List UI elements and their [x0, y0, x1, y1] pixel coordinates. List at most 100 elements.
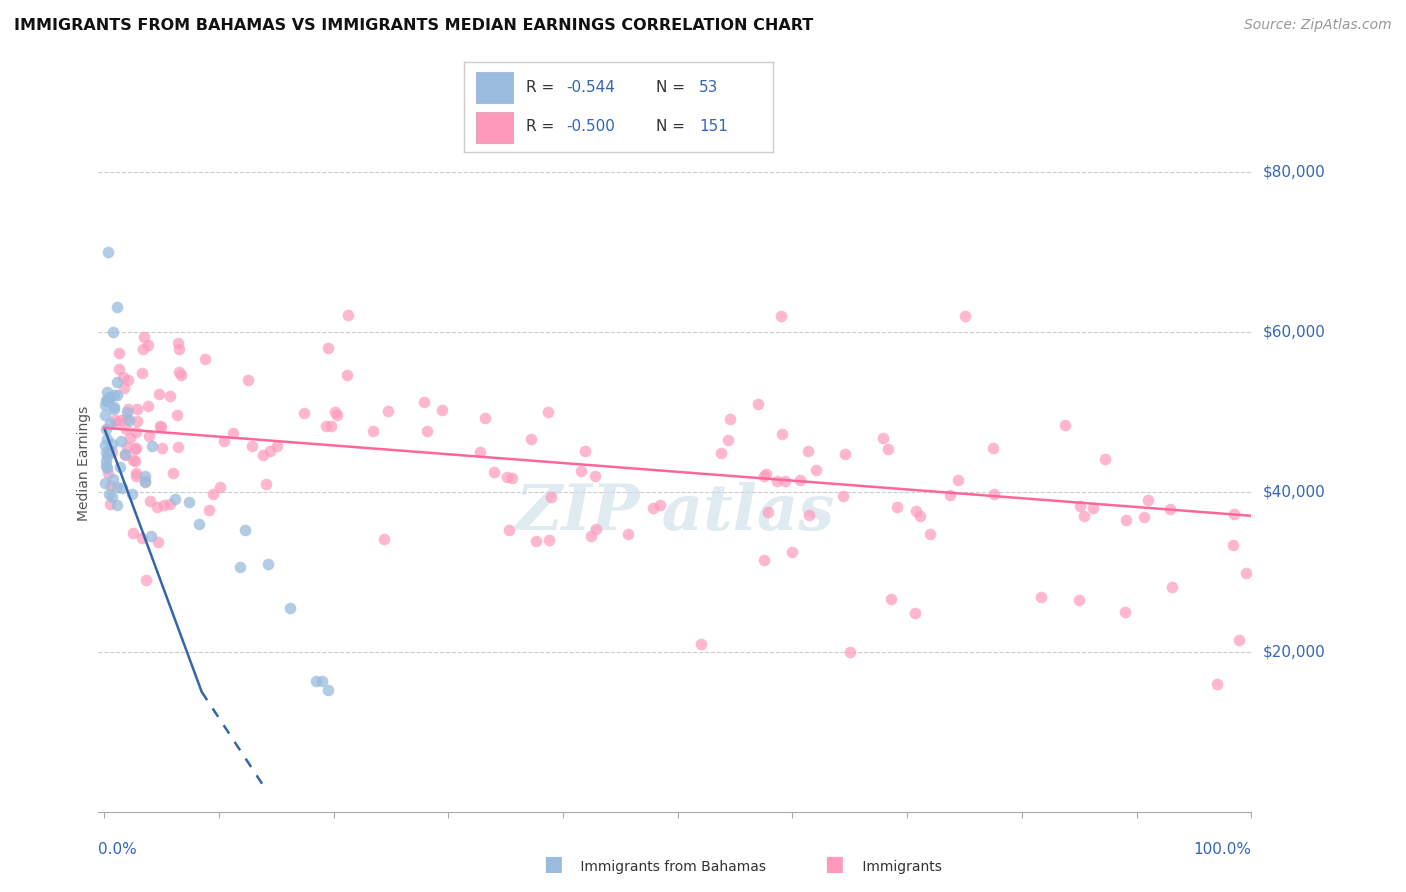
- Point: [139, 494, 162, 508]
- Point: [710, 446, 733, 460]
- Point: [770, 426, 793, 441]
- Point: [150, 442, 173, 456]
- Point: [474, 411, 496, 425]
- Point: [159, 497, 181, 511]
- Point: [221, 425, 243, 440]
- Text: N =: N =: [655, 80, 689, 95]
- Point: [148, 387, 170, 401]
- Point: [201, 487, 224, 501]
- Point: [939, 488, 962, 502]
- Point: [305, 674, 328, 689]
- Point: [789, 473, 811, 487]
- Point: [96, 445, 118, 459]
- Point: [315, 419, 337, 434]
- Point: [524, 533, 547, 548]
- Point: [101, 436, 124, 450]
- Point: [1073, 508, 1095, 523]
- Point: [501, 471, 523, 485]
- Point: [111, 482, 134, 496]
- Point: [108, 346, 131, 360]
- Point: [569, 464, 592, 478]
- Point: [97, 392, 120, 407]
- Point: [252, 448, 274, 462]
- Point: [538, 533, 561, 547]
- Point: [1222, 508, 1244, 522]
- Point: [765, 475, 787, 489]
- Point: [886, 500, 908, 514]
- Point: [918, 526, 941, 541]
- Point: [953, 309, 976, 323]
- Point: [1137, 493, 1160, 508]
- Point: [752, 553, 775, 567]
- Point: [240, 439, 263, 453]
- Point: [96, 459, 118, 474]
- Point: [153, 498, 176, 512]
- Point: [148, 535, 170, 549]
- Point: [112, 381, 135, 395]
- Point: [212, 434, 235, 449]
- Point: [292, 406, 315, 420]
- Point: [166, 440, 188, 454]
- Point: [1227, 633, 1250, 648]
- Point: [105, 375, 128, 389]
- Point: [104, 412, 127, 426]
- Point: [416, 425, 439, 439]
- Point: [110, 413, 132, 427]
- Point: [1067, 593, 1090, 607]
- Point: [117, 401, 139, 416]
- Point: [100, 479, 122, 493]
- Text: 0.0%: 0.0%: [98, 842, 138, 857]
- Text: 53: 53: [699, 80, 718, 95]
- Point: [118, 431, 141, 445]
- Point: [1069, 499, 1091, 513]
- Point: [112, 369, 135, 384]
- Point: [319, 419, 342, 434]
- Point: [97, 466, 120, 480]
- Point: [880, 592, 903, 607]
- Text: ZIP atlas: ZIP atlas: [515, 482, 835, 543]
- Point: [100, 444, 122, 458]
- Text: $60,000: $60,000: [1263, 325, 1326, 339]
- Point: [146, 500, 169, 514]
- Point: [519, 432, 541, 446]
- Point: [94, 454, 117, 468]
- Point: [98, 487, 121, 501]
- Text: $40,000: $40,000: [1263, 484, 1326, 500]
- Point: [482, 465, 505, 479]
- Point: [103, 401, 125, 416]
- Point: [117, 373, 139, 387]
- Point: [94, 408, 117, 422]
- Point: [121, 487, 143, 501]
- Point: [311, 673, 333, 688]
- Point: [755, 467, 778, 481]
- Point: [96, 394, 118, 409]
- Point: [118, 412, 141, 426]
- Point: [96, 392, 118, 407]
- Point: [121, 526, 143, 541]
- Point: [134, 469, 156, 483]
- Point: [1133, 510, 1156, 524]
- Point: [574, 443, 596, 458]
- Point: [256, 557, 278, 571]
- Point: [326, 408, 349, 422]
- Point: [872, 431, 894, 445]
- Point: [1115, 513, 1137, 527]
- Text: 151: 151: [699, 120, 728, 134]
- Point: [167, 335, 190, 350]
- Point: [136, 338, 159, 352]
- Point: [101, 472, 124, 486]
- Point: [648, 498, 671, 512]
- Point: [717, 434, 740, 448]
- Point: [136, 399, 159, 413]
- Point: [93, 398, 115, 412]
- Point: [96, 432, 118, 446]
- Text: N =: N =: [655, 120, 689, 134]
- Point: [115, 411, 138, 425]
- Point: [1029, 590, 1052, 604]
- Point: [536, 405, 558, 419]
- Point: [689, 637, 711, 651]
- Point: [96, 460, 118, 475]
- Point: [97, 244, 120, 259]
- Point: [834, 447, 856, 461]
- Point: [104, 417, 127, 431]
